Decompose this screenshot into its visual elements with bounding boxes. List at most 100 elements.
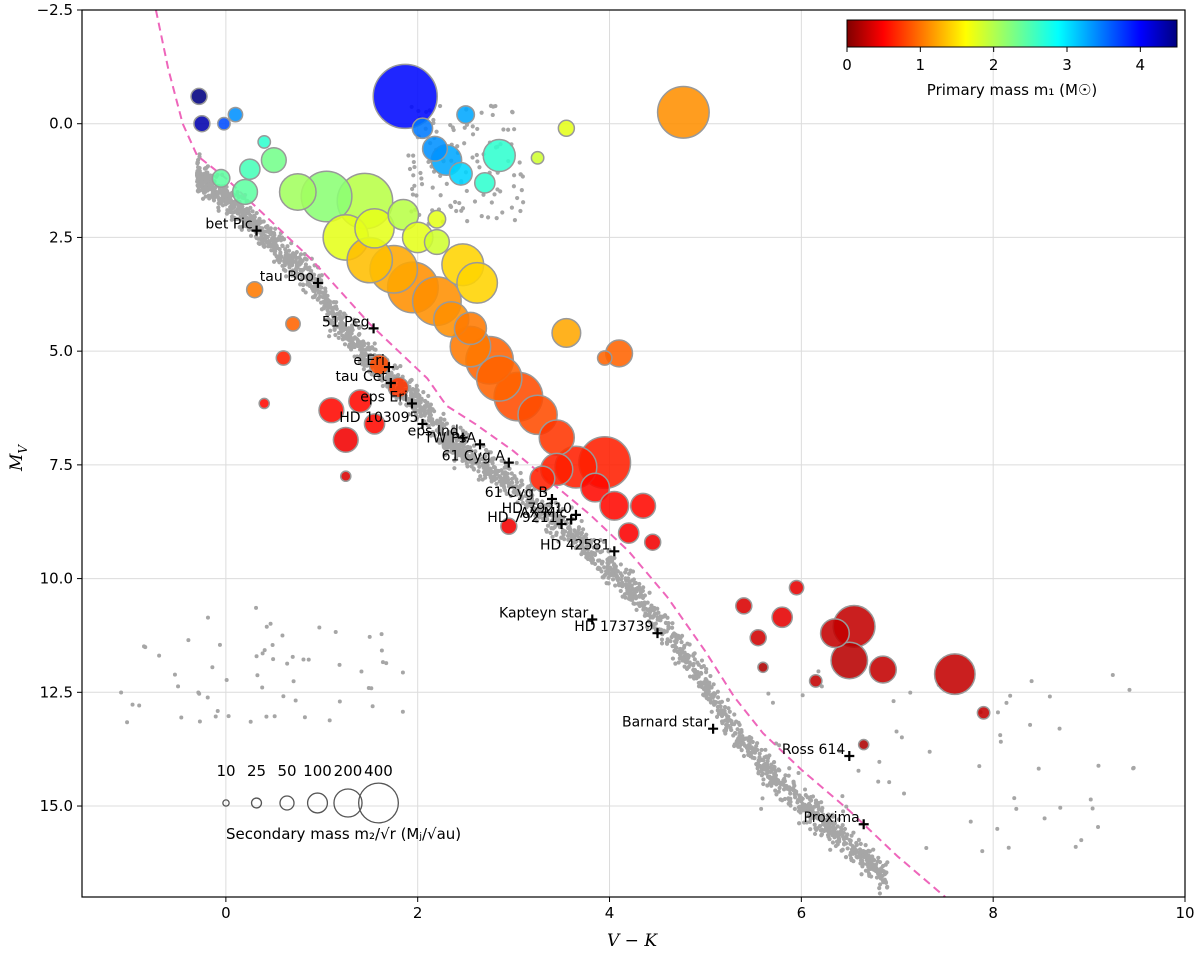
field-star bbox=[464, 448, 469, 453]
field-star bbox=[977, 764, 982, 769]
field-star bbox=[579, 518, 584, 524]
field-star bbox=[248, 205, 253, 210]
field-star bbox=[498, 475, 503, 480]
field-star bbox=[666, 621, 671, 626]
field-star bbox=[319, 273, 324, 278]
field-star bbox=[871, 866, 876, 871]
field-star bbox=[832, 830, 837, 835]
field-star bbox=[470, 124, 475, 129]
field-star bbox=[474, 152, 479, 158]
field-star bbox=[254, 210, 259, 216]
y-tick-label: 0.0 bbox=[49, 115, 73, 133]
field-star bbox=[630, 597, 635, 602]
field-star bbox=[316, 296, 321, 301]
field-star bbox=[334, 306, 339, 312]
field-star bbox=[658, 627, 663, 632]
field-star bbox=[445, 449, 450, 454]
field-star bbox=[214, 193, 220, 198]
field-star bbox=[635, 601, 640, 606]
field-star bbox=[552, 516, 557, 521]
field-star bbox=[231, 201, 236, 206]
field-star bbox=[186, 638, 191, 643]
field-star bbox=[808, 827, 813, 832]
field-star bbox=[420, 408, 425, 413]
field-star bbox=[675, 649, 680, 654]
field-star bbox=[766, 769, 771, 775]
field-star bbox=[414, 386, 419, 392]
field-star bbox=[204, 165, 209, 171]
field-star bbox=[812, 831, 818, 837]
field-star bbox=[325, 312, 330, 317]
field-star bbox=[854, 842, 859, 848]
field-star bbox=[529, 491, 534, 496]
field-star bbox=[195, 177, 200, 182]
field-star bbox=[199, 181, 204, 186]
field-star bbox=[257, 241, 262, 247]
field-star bbox=[656, 617, 661, 622]
field-star bbox=[737, 722, 742, 728]
field-star bbox=[206, 175, 211, 180]
planet-host-point bbox=[275, 350, 292, 366]
field-star bbox=[492, 192, 497, 197]
field-star bbox=[419, 176, 424, 181]
field-star bbox=[540, 499, 545, 504]
field-star bbox=[670, 656, 676, 661]
field-star bbox=[682, 643, 687, 648]
field-star bbox=[733, 743, 738, 748]
field-star bbox=[323, 297, 328, 302]
field-star bbox=[580, 527, 586, 532]
field-star bbox=[499, 482, 504, 487]
field-star bbox=[217, 197, 222, 203]
planet-host-point bbox=[427, 209, 447, 229]
field-star bbox=[678, 647, 683, 652]
field-star bbox=[684, 660, 689, 665]
field-star bbox=[887, 780, 892, 785]
field-star bbox=[843, 855, 849, 860]
field-star bbox=[664, 641, 670, 646]
field-star bbox=[425, 403, 430, 408]
field-star bbox=[143, 645, 148, 650]
field-star bbox=[238, 214, 243, 219]
field-star bbox=[579, 552, 584, 557]
field-star bbox=[622, 592, 628, 597]
planet-host-point bbox=[453, 311, 488, 346]
field-star bbox=[899, 735, 904, 740]
field-star bbox=[591, 550, 596, 556]
field-star bbox=[353, 322, 358, 327]
planet-host-point bbox=[771, 606, 794, 629]
field-star bbox=[336, 316, 341, 321]
field-star bbox=[908, 690, 913, 695]
field-star bbox=[670, 625, 675, 630]
field-star bbox=[544, 510, 550, 516]
field-star bbox=[157, 653, 162, 658]
field-star bbox=[389, 370, 394, 375]
field-star bbox=[726, 706, 731, 711]
field-star bbox=[786, 801, 791, 806]
planet-host-point bbox=[423, 228, 451, 256]
field-star bbox=[285, 661, 290, 666]
field-star bbox=[485, 215, 491, 220]
field-star bbox=[708, 673, 713, 679]
field-star bbox=[521, 200, 526, 205]
field-star bbox=[379, 632, 384, 637]
field-star bbox=[613, 583, 618, 588]
field-star bbox=[876, 779, 881, 784]
field-star bbox=[478, 474, 483, 479]
field-star bbox=[765, 756, 771, 761]
field-star bbox=[277, 246, 282, 252]
x-tick-label: 8 bbox=[988, 904, 998, 922]
field-star bbox=[823, 827, 828, 833]
field-star bbox=[699, 665, 704, 670]
field-star bbox=[444, 181, 449, 186]
field-star bbox=[451, 424, 456, 429]
field-star bbox=[280, 243, 285, 248]
field-star bbox=[848, 856, 854, 861]
field-star bbox=[849, 851, 854, 856]
field-star bbox=[798, 810, 803, 815]
field-star bbox=[311, 288, 316, 294]
field-star bbox=[600, 559, 605, 565]
field-star bbox=[406, 412, 412, 417]
field-star bbox=[645, 624, 650, 630]
planet-host-point bbox=[387, 198, 420, 231]
y-tick-label: 10.0 bbox=[40, 570, 73, 588]
